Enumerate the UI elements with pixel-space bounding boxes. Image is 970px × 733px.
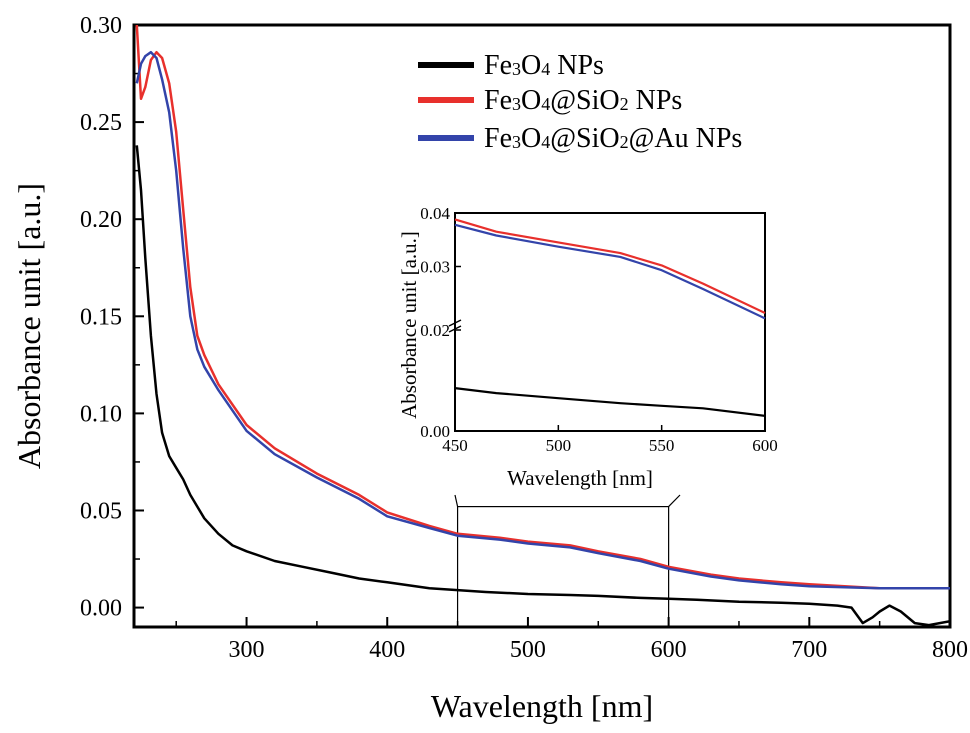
y-tick-label: 0.15	[80, 304, 122, 330]
inset-background	[455, 213, 765, 431]
y-tick-label: 0.25	[80, 110, 122, 136]
inset-x-axis-label: Wavelength [nm]	[507, 466, 653, 490]
inset-chart: 450 500 550 600 0.00 0.02 0.03 0.04 Wavelength …	[397, 204, 778, 490]
y-tick-label: 0.05	[80, 498, 122, 524]
legend-label-fe3o4: Fe3O4 NPs	[484, 50, 604, 81]
x-tick-label: 500	[510, 637, 546, 663]
inset-frame	[454, 212, 766, 432]
legend: Fe3O4 NPs Fe3O4@SiO2 NPs Fe3O4@SiO2@Au N…	[418, 50, 742, 154]
x-axis-label: Wavelength [nm]	[431, 688, 653, 724]
x-tick-label: 600	[651, 637, 687, 663]
inset-x-tick-label: 450	[442, 436, 468, 455]
inset-y-tick-label: 0.03	[420, 258, 450, 277]
x-tick-label: 700	[791, 637, 827, 663]
inset-x-tick-label: 600	[752, 436, 778, 455]
legend-label-fe3o4-sio2-au: Fe3O4@SiO2@Au NPs	[484, 123, 742, 154]
y-tick-label: 0.00	[80, 596, 122, 622]
inset-series-line-3	[454, 223, 766, 320]
zoom-region-box	[456, 506, 670, 628]
legend-label-fe3o4-sio2: Fe3O4@SiO2 NPs	[484, 85, 682, 116]
inset-y-axis-label: Absorbance unit [a.u.]	[397, 231, 421, 419]
inset-axis-break-1	[448, 319, 462, 327]
zoom-connector-right	[668, 494, 681, 508]
y-tick-label: 0.10	[80, 401, 122, 427]
zoom-connector-left	[454, 494, 459, 507]
inset-axis-break-2	[448, 325, 462, 333]
inset-y-tick-label: 0.04	[420, 204, 450, 223]
y-axis-label: Absorbance unit [a.u.]	[11, 183, 47, 469]
inset-y-tick-label: 0.00	[420, 422, 450, 441]
x-tick-label: 300	[229, 637, 265, 663]
series-line-1	[135, 145, 950, 627]
y-tick-label: 0.30	[80, 13, 122, 39]
series-line-2	[135, 25, 950, 590]
inset-series-line-2	[454, 218, 766, 314]
x-tick-label: 800	[932, 637, 968, 663]
inset-series-line-1	[454, 387, 766, 417]
inset-y-tick-label: 0.02	[420, 321, 450, 340]
y-tick-label: 0.20	[80, 207, 122, 233]
series-line-3	[135, 50, 950, 590]
inset-x-tick-label: 500	[546, 436, 572, 455]
inset-x-tick-label: 550	[649, 436, 675, 455]
x-tick-label: 400	[369, 637, 405, 663]
